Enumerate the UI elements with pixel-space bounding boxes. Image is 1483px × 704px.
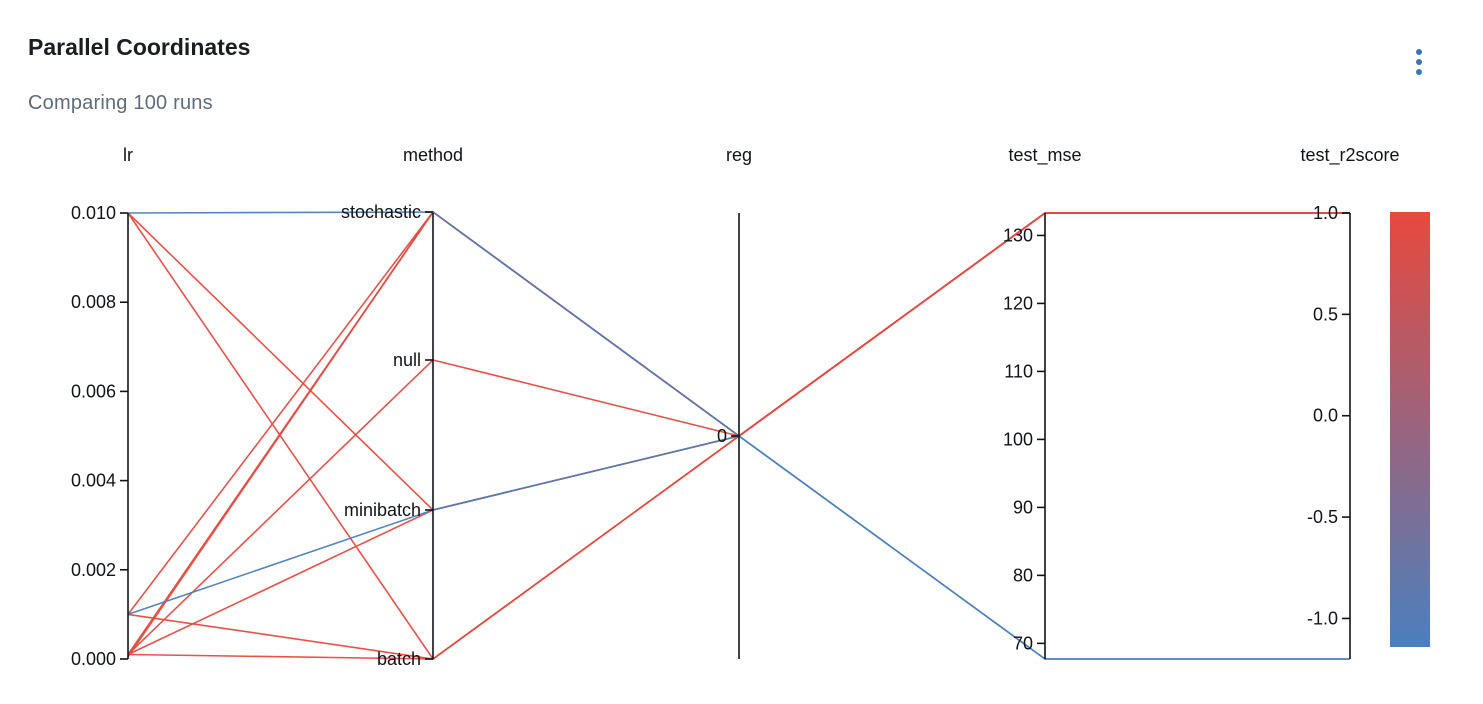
tick-label: 0.006: [71, 381, 116, 401]
tick-label: -0.5: [1307, 507, 1338, 527]
tick-label: 90: [1013, 497, 1033, 517]
more-vertical-icon[interactable]: [1404, 44, 1434, 80]
tick-label: 120: [1003, 293, 1033, 313]
axis-title-reg: reg: [726, 145, 752, 165]
axis-lr: lr 0.000 0.002 0.004 0.006 0.008 0.010: [71, 145, 133, 669]
tick-label: batch: [377, 649, 421, 669]
tick-label: 0: [717, 426, 727, 446]
axis-test_mse: test_mse 70 80 90 100 110 120 130: [1003, 145, 1082, 659]
panel-subtitle: Comparing 100 runs: [28, 92, 213, 114]
axis-reg: reg 0: [717, 145, 752, 659]
colorbar-gradient: [1390, 212, 1430, 647]
axes: lr 0.000 0.002 0.004 0.006 0.008 0.010 method st…: [71, 145, 1400, 669]
tick-label: -1.0: [1307, 608, 1338, 628]
tick-label: 70: [1013, 633, 1033, 653]
tick-label: 0.5: [1313, 304, 1338, 324]
tick-label: 130: [1003, 225, 1033, 245]
tick-label: 1.0: [1313, 203, 1338, 223]
menu-dot: [1416, 69, 1422, 75]
tick-label: 0.008: [71, 292, 116, 312]
tick-label: null: [393, 350, 421, 370]
tick-label: 100: [1003, 429, 1033, 449]
menu-dot: [1416, 49, 1422, 55]
tick-label: stochastic: [341, 202, 421, 222]
tick-label: 0.000: [71, 649, 116, 669]
tick-label: 0.002: [71, 560, 116, 580]
axis-test_r2score: test_r2score -1.0 -0.5 0.0 0.5 1.0: [1300, 145, 1400, 659]
tick-label: 0.0: [1313, 406, 1338, 426]
axis-title-method: method: [403, 145, 463, 165]
panel-title: Parallel Coordinates: [28, 34, 251, 60]
colorbar: [1390, 212, 1430, 647]
tick-label: 0.010: [71, 203, 116, 223]
tick-label: minibatch: [344, 500, 421, 520]
axis-title-lr: lr: [123, 145, 133, 165]
axis-method: method stochastic null minibatch batch: [341, 145, 463, 669]
tick-label: 0.004: [71, 471, 116, 491]
tick-label: 110: [1004, 361, 1033, 381]
menu-dot: [1416, 59, 1422, 65]
axis-title-test_r2score: test_r2score: [1300, 145, 1399, 166]
axis-title-test_mse: test_mse: [1008, 145, 1081, 166]
tick-label: 80: [1013, 565, 1033, 585]
